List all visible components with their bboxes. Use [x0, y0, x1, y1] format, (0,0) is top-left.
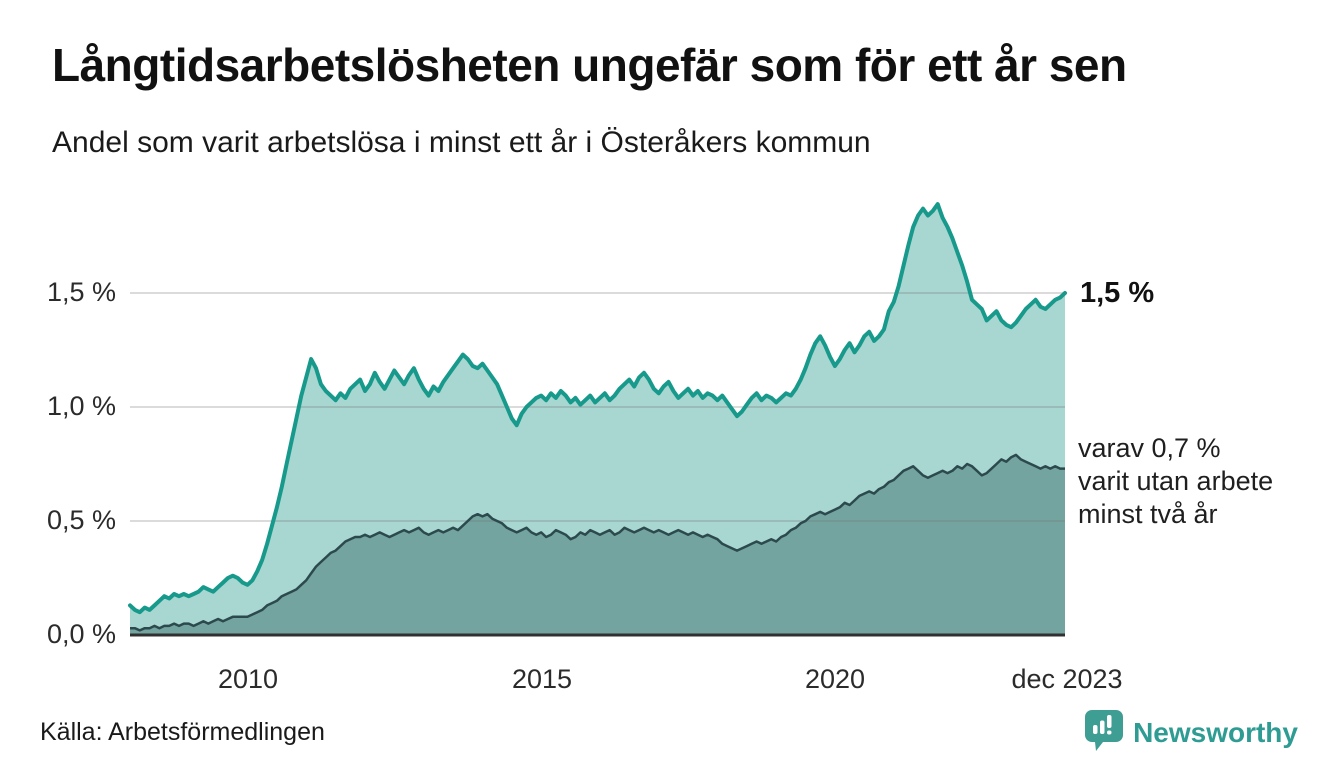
source-note: Källa: Arbetsförmedlingen	[40, 718, 325, 746]
newsworthy-logo-icon	[1083, 708, 1125, 757]
latest-value-label: 1,5 %	[1080, 277, 1155, 309]
page-title: Långtidsarbetslösheten ungefär som för e…	[52, 39, 1127, 91]
x-tick-label-dec-2023: dec 2023	[1011, 664, 1123, 694]
page-subtitle: Andel som varit arbetslösa i minst ett å…	[52, 126, 871, 159]
x-tick-label-2015: 2015	[511, 664, 573, 694]
secondary-annotation-line1: varav 0,7 %	[1078, 433, 1221, 463]
newsworthy-logo-text: Newsworthy	[1133, 716, 1298, 748]
secondary-annotation-line2: varit utan arbete	[1078, 466, 1274, 496]
secondary-annotation-line3: minst två år	[1078, 499, 1218, 529]
y-tick-label-1-5: 1,5 %	[46, 277, 116, 307]
secondary-series-annotation: varav 0,7 % varit utan arbete minst två …	[1078, 432, 1273, 531]
newsworthy-logo: Newsworthy	[1083, 708, 1298, 757]
y-tick-label-0-0: 0,0 %	[46, 619, 116, 649]
x-tick-label-2020: 2020	[804, 664, 866, 694]
y-tick-label-0-5: 0,5 %	[46, 505, 116, 535]
y-tick-label-1-0: 1,0 %	[46, 391, 116, 421]
x-tick-label-2010: 2010	[217, 664, 279, 694]
